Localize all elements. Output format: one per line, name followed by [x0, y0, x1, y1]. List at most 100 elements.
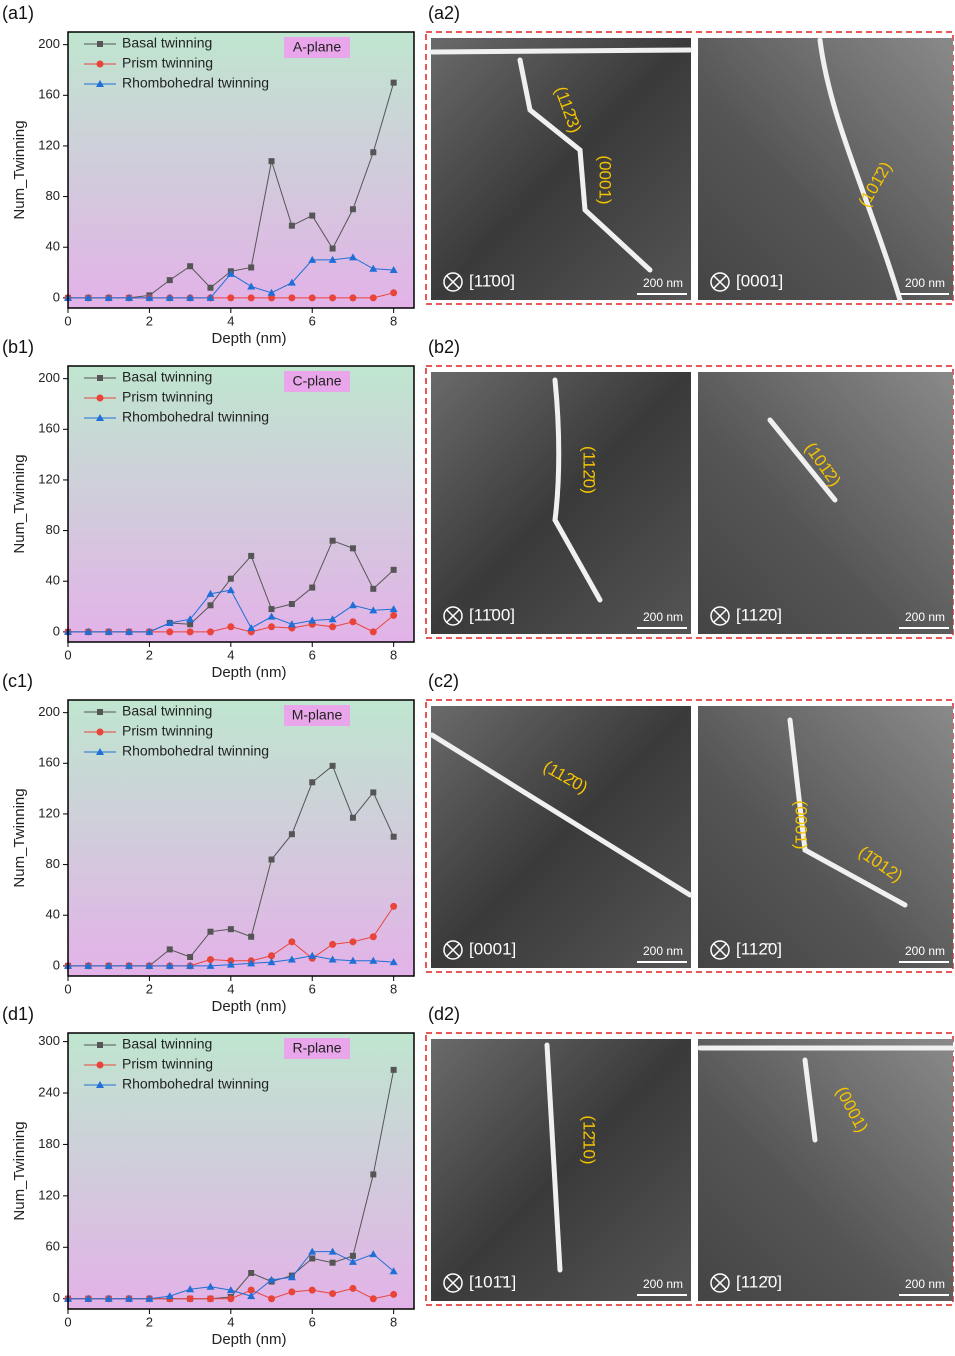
micrograph	[431, 706, 691, 968]
legend-marker	[97, 61, 104, 68]
marker	[349, 938, 356, 945]
zone-axis: [101̄1]	[469, 1272, 516, 1291]
y-tick-label: 120	[38, 1187, 60, 1202]
scale-bar-label: 200 nm	[905, 276, 945, 290]
marker	[309, 585, 315, 591]
marker	[370, 628, 377, 635]
plot-background	[68, 700, 414, 976]
plane-label: (0001)	[596, 155, 615, 204]
y-tick-label: 40	[46, 907, 60, 922]
y-tick-label: 80	[46, 856, 60, 871]
x-tick-label: 6	[309, 647, 316, 662]
marker	[288, 938, 295, 945]
y-tick-label: 0	[53, 623, 60, 638]
marker	[227, 1295, 234, 1302]
x-tick-label: 4	[227, 981, 234, 996]
marker	[248, 934, 254, 940]
micrograph	[431, 372, 691, 634]
marker	[227, 294, 234, 301]
plot-background	[68, 32, 414, 308]
marker	[391, 80, 397, 86]
marker	[289, 601, 295, 607]
panel-label: (c1)	[2, 671, 33, 691]
y-tick-label: 120	[38, 471, 60, 486]
x-axis-label: Depth (nm)	[211, 998, 286, 1015]
legend-label: Prism twinning	[122, 55, 213, 71]
marker	[350, 545, 356, 551]
scale-bar-label: 200 nm	[643, 610, 683, 624]
panel-label: (d2)	[428, 1004, 460, 1024]
panel-label: (c2)	[428, 671, 459, 691]
marker	[228, 926, 234, 932]
legend-marker	[97, 395, 104, 402]
y-tick-label: 120	[38, 137, 60, 152]
marker	[207, 628, 214, 635]
micrograph	[698, 1039, 953, 1301]
micrograph	[431, 38, 691, 300]
marker	[269, 857, 275, 863]
x-axis-label: Depth (nm)	[211, 664, 286, 681]
plane-tag: M-plane	[292, 707, 343, 723]
plane-label: (0001)	[792, 800, 811, 849]
y-tick-label: 40	[46, 239, 60, 254]
panel-label: (a1)	[2, 3, 34, 23]
x-tick-label: 2	[146, 647, 153, 662]
panel-label: (a2)	[428, 3, 460, 23]
marker	[166, 628, 173, 635]
marker	[248, 294, 255, 301]
legend-marker	[97, 729, 104, 736]
scale-bar-label: 200 nm	[905, 944, 945, 958]
marker	[207, 602, 213, 608]
y-tick-label: 120	[38, 805, 60, 820]
y-tick-label: 180	[38, 1136, 60, 1151]
marker	[370, 586, 376, 592]
marker	[370, 789, 376, 795]
scale-bar-label: 200 nm	[643, 276, 683, 290]
plane-tag: A-plane	[293, 39, 341, 55]
y-tick-label: 300	[38, 1033, 60, 1048]
legend-label: Basal twinning	[122, 1036, 212, 1052]
x-tick-label: 0	[64, 313, 71, 328]
marker	[269, 158, 275, 164]
panel-label: (b2)	[428, 337, 460, 357]
legend-marker	[97, 41, 103, 47]
x-tick-label: 2	[146, 981, 153, 996]
marker	[329, 941, 336, 948]
y-tick-label: 40	[46, 573, 60, 588]
x-tick-label: 0	[64, 981, 71, 996]
x-tick-label: 0	[64, 1314, 71, 1329]
micrograph	[698, 372, 953, 634]
marker	[309, 294, 316, 301]
y-tick-label: 0	[53, 957, 60, 972]
legend-label: Prism twinning	[122, 389, 213, 405]
marker	[288, 294, 295, 301]
marker	[329, 1290, 336, 1297]
marker	[391, 834, 397, 840]
marker	[349, 1285, 356, 1292]
y-tick-label: 0	[53, 1290, 60, 1305]
x-tick-label: 4	[227, 313, 234, 328]
legend-label: Basal twinning	[122, 369, 212, 385]
marker	[187, 628, 194, 635]
marker	[167, 277, 173, 283]
y-tick-label: 80	[46, 522, 60, 537]
y-tick-label: 240	[38, 1084, 60, 1099]
x-tick-label: 8	[390, 313, 397, 328]
marker	[207, 285, 213, 291]
marker	[329, 623, 336, 630]
x-tick-label: 6	[309, 313, 316, 328]
x-tick-label: 2	[146, 313, 153, 328]
marker	[390, 612, 397, 619]
legend-marker	[97, 375, 103, 381]
marker	[391, 1067, 397, 1073]
zone-axis: [0001]	[736, 271, 783, 290]
marker	[248, 1270, 254, 1276]
legend-label: Rhombohedral twinning	[122, 1076, 269, 1092]
zone-axis: [0001]	[469, 939, 516, 958]
plot-background	[68, 366, 414, 642]
marker	[330, 1260, 336, 1266]
marker	[330, 538, 336, 544]
zone-axis: [112̄0]	[736, 605, 782, 624]
scale-bar-label: 200 nm	[905, 610, 945, 624]
y-axis-label: Num_Twinning	[11, 1121, 28, 1220]
